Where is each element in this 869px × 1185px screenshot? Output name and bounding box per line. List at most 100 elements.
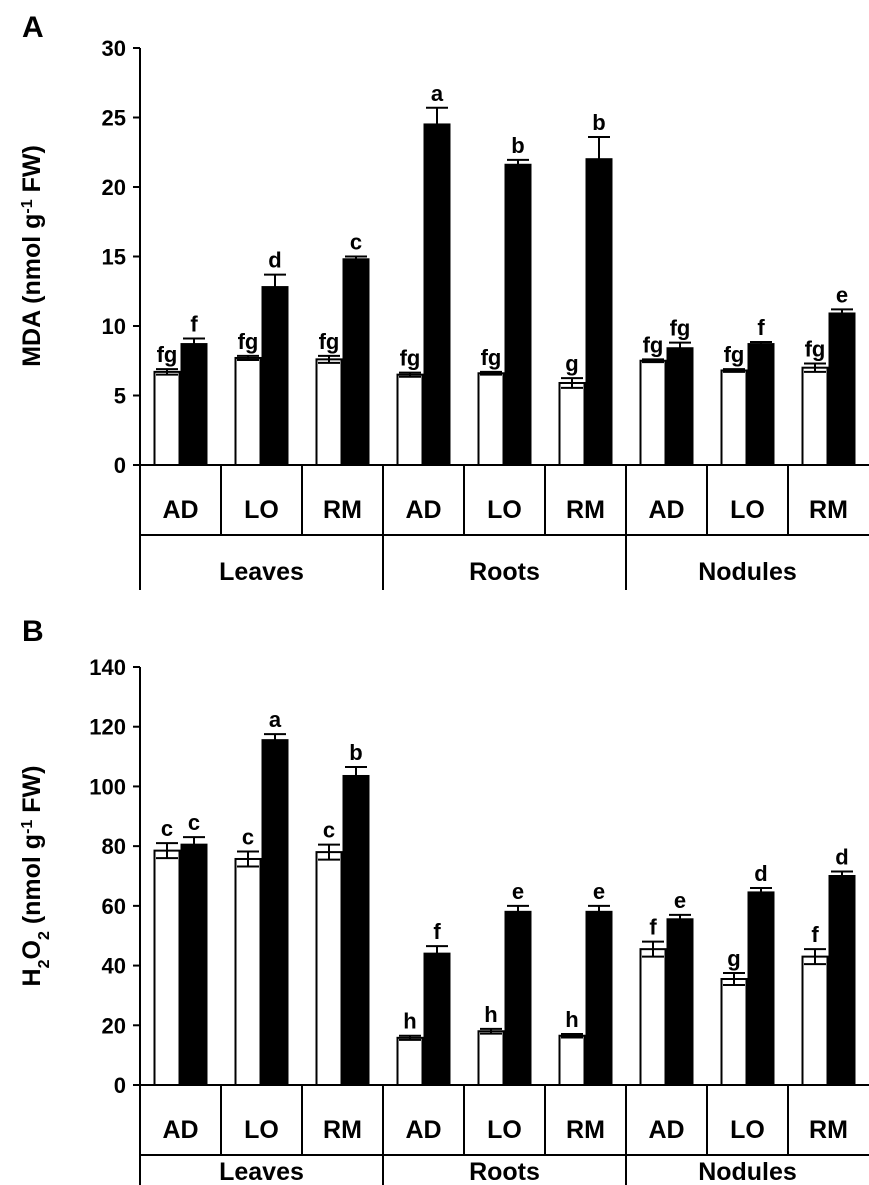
- bar-control: [801, 366, 829, 467]
- y-axis-title-subscript: 2: [36, 959, 53, 968]
- significance-letter: fg: [319, 329, 340, 354]
- significance-letter: b: [511, 133, 524, 158]
- bar-treatment: [666, 918, 694, 1086]
- panel-letter: A: [22, 11, 44, 44]
- y-axis-title-part: FW): [18, 145, 46, 199]
- bar-control: [639, 359, 667, 466]
- significance-letter: d: [835, 845, 848, 870]
- bar-control: [234, 857, 262, 1087]
- group-label: Leaves: [219, 558, 304, 586]
- bar-treatment: [180, 343, 208, 467]
- significance-letter: f: [649, 915, 657, 940]
- significance-letter: c: [323, 818, 335, 843]
- significance-letter: fg: [400, 346, 421, 371]
- bar-control: [396, 1036, 424, 1086]
- y-tick-label: 80: [102, 834, 126, 859]
- y-tick-label: 20: [102, 1013, 126, 1038]
- category-label: LO: [730, 1116, 765, 1144]
- group-label: Leaves: [219, 1158, 304, 1185]
- category-label: RM: [809, 1116, 848, 1144]
- bar-treatment: [180, 843, 208, 1087]
- group-label: Roots: [469, 558, 540, 586]
- significance-letter: fg: [157, 342, 178, 367]
- significance-letter: e: [593, 879, 605, 904]
- significance-letter: c: [350, 230, 362, 255]
- bar-control: [558, 1034, 586, 1087]
- bar-treatment: [504, 910, 532, 1086]
- panel-letter: B: [22, 615, 44, 648]
- significance-letter: f: [811, 922, 819, 947]
- category-label: RM: [809, 496, 848, 524]
- bar-treatment: [747, 343, 775, 467]
- category-label: AD: [648, 496, 684, 524]
- y-axis-title-part: H: [18, 968, 46, 986]
- significance-letter: f: [190, 312, 198, 337]
- category-label: AD: [162, 1116, 198, 1144]
- y-tick-label: 30: [102, 36, 126, 61]
- bar-treatment: [666, 347, 694, 466]
- y-tick-label: 0: [114, 453, 126, 478]
- significance-letter: fg: [805, 337, 826, 362]
- group-label: Nodules: [698, 558, 797, 586]
- significance-letter: c: [161, 816, 173, 841]
- significance-letter: c: [188, 810, 200, 835]
- significance-letter: f: [433, 919, 441, 944]
- significance-letter: e: [512, 879, 524, 904]
- y-axis-title-part: MDA (nmol g: [18, 214, 46, 367]
- category-label: LO: [730, 496, 765, 524]
- significance-letter: h: [484, 1002, 497, 1027]
- y-tick-label: 140: [89, 655, 126, 680]
- category-label: RM: [323, 1116, 362, 1144]
- category-label: AD: [405, 496, 441, 524]
- y-tick-label: 5: [114, 384, 126, 409]
- bar-treatment: [828, 875, 856, 1086]
- y-tick-label: 20: [102, 175, 126, 200]
- y-tick-label: 40: [102, 954, 126, 979]
- bar-treatment: [342, 774, 370, 1086]
- significance-letter: b: [349, 740, 362, 765]
- bar-treatment: [585, 910, 613, 1086]
- category-label: RM: [566, 1116, 605, 1144]
- bar-control: [315, 851, 343, 1086]
- panel-a: A 0 5 10 15 20 25 30 MDA (nmol g-1 FW) AD LO RM AD LO…: [18, 11, 869, 590]
- y-axis-title-superscript: -1: [19, 199, 36, 213]
- significance-letter: a: [431, 81, 444, 106]
- significance-letter: g: [727, 946, 740, 971]
- significance-letter: g: [565, 351, 578, 376]
- y-tick-label: 10: [102, 314, 126, 339]
- significance-letter: d: [268, 248, 281, 273]
- category-label: RM: [323, 496, 362, 524]
- bar-treatment: [828, 312, 856, 466]
- category-label: AD: [648, 1116, 684, 1144]
- bar-control: [153, 849, 181, 1086]
- significance-letter: f: [757, 315, 765, 340]
- category-label: LO: [244, 1116, 279, 1144]
- significance-letter: b: [592, 110, 605, 135]
- group-label: Nodules: [698, 1158, 797, 1185]
- y-axis-title-part: O: [18, 940, 46, 959]
- significance-letter: e: [674, 888, 686, 913]
- y-axis-title: H2O2 (nmol g-1 FW): [18, 766, 53, 987]
- y-tick-label: 15: [102, 245, 126, 270]
- bar-control: [558, 381, 586, 466]
- bar-treatment: [585, 158, 613, 466]
- bar-treatment: [423, 952, 451, 1087]
- category-label: LO: [487, 496, 522, 524]
- y-axis-title: MDA (nmol g-1 FW): [18, 145, 46, 367]
- significance-letter: fg: [238, 329, 259, 354]
- significance-letter: fg: [724, 342, 745, 367]
- category-label: LO: [244, 496, 279, 524]
- category-label: RM: [566, 496, 605, 524]
- bar-treatment: [261, 286, 289, 466]
- significance-letter: a: [269, 707, 282, 732]
- category-label: AD: [162, 496, 198, 524]
- bar-treatment: [261, 739, 289, 1087]
- bar-treatment: [504, 163, 532, 466]
- y-tick-label: 25: [102, 106, 126, 131]
- y-tick-label: 0: [114, 1073, 126, 1098]
- y-axis-title-part: (nmol g: [18, 834, 46, 931]
- category-label: LO: [487, 1116, 522, 1144]
- bar-control: [720, 369, 748, 467]
